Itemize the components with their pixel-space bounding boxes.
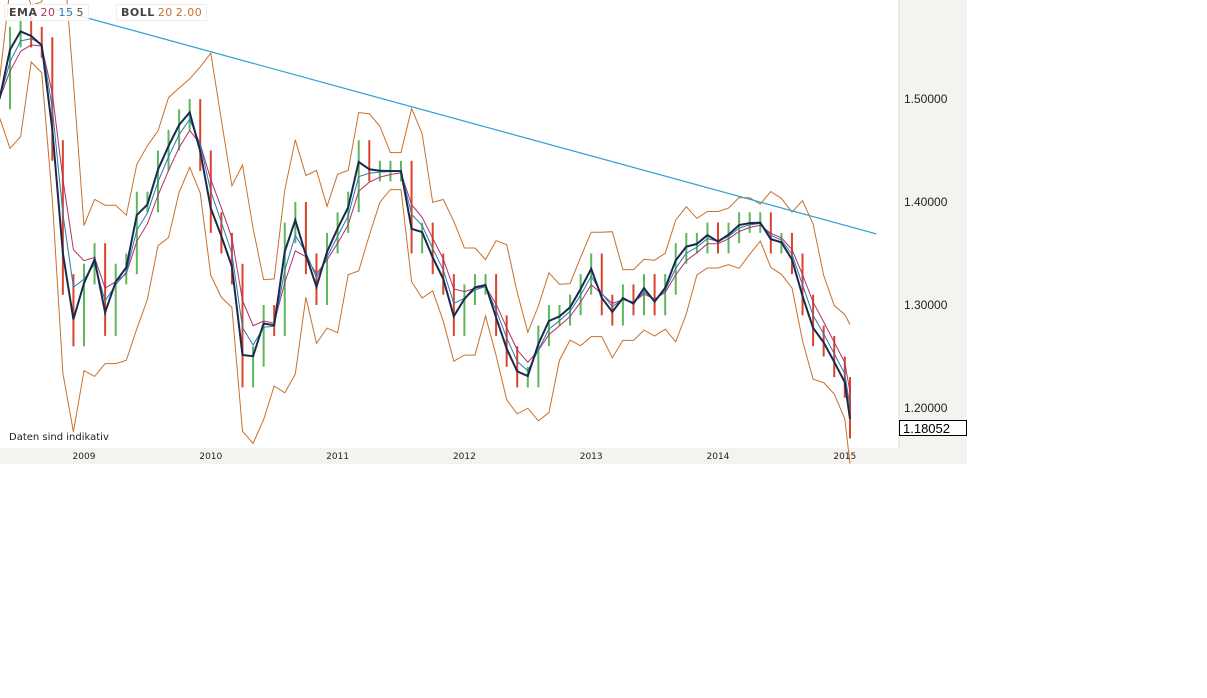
trendline <box>52 7 877 235</box>
boll-period: 20 <box>157 6 173 19</box>
ema-5-line <box>0 30 851 420</box>
disclaimer-note: Daten sind indikativ <box>9 432 109 443</box>
ema-label: EMA <box>9 6 38 19</box>
x-tick-label: 2010 <box>199 452 222 462</box>
y-tick-label: 1.40000 <box>904 195 948 209</box>
y-tick-label: 1.30000 <box>904 298 948 312</box>
bollinger-upper-band <box>0 0 851 334</box>
boll-legend[interactable]: BOLL 20 2.00 <box>116 4 208 21</box>
ema-20-line <box>0 44 851 393</box>
x-tick-label: 2015 <box>833 452 856 462</box>
x-tick-label: 2012 <box>453 452 476 462</box>
ema-legend[interactable]: EMA 20 15 5 <box>4 4 89 21</box>
x-axis-panel <box>0 448 899 464</box>
ema-period-2: 15 <box>58 6 74 19</box>
boll-stddev: 2.00 <box>175 6 203 19</box>
x-tick-label: 2013 <box>580 452 603 462</box>
ema-period-1: 20 <box>40 6 56 19</box>
bollinger-lower-band <box>0 60 851 464</box>
x-tick-label: 2009 <box>73 452 96 462</box>
ema-15-line <box>0 38 851 407</box>
y-tick-label: 1.50000 <box>904 92 948 106</box>
y-tick-label: 1.20000 <box>904 401 948 415</box>
boll-label: BOLL <box>121 6 155 19</box>
x-tick-label: 2011 <box>326 452 349 462</box>
ema-period-3: 5 <box>76 6 84 19</box>
y-axis-panel <box>899 0 967 464</box>
last-price-label: 1.18052 <box>899 420 967 436</box>
x-tick-label: 2014 <box>707 452 730 462</box>
